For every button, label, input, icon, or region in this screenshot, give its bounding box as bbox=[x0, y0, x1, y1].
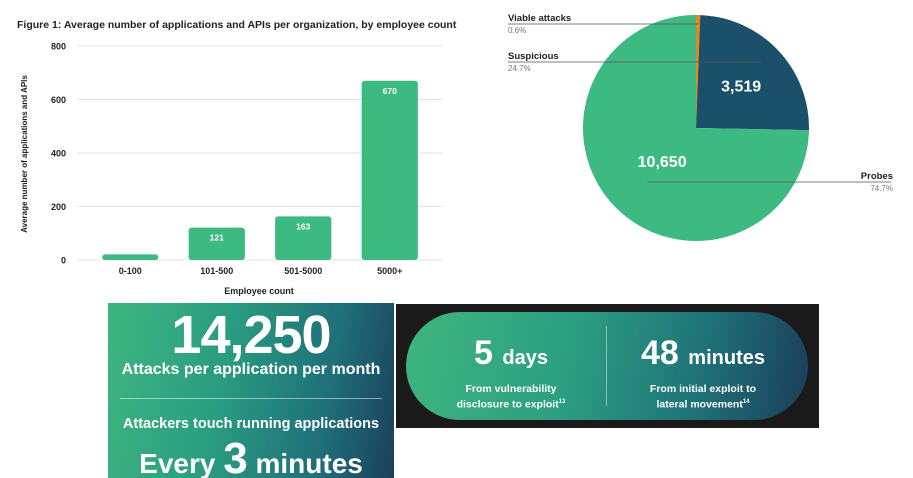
x-tick-label: 101-500 bbox=[200, 266, 233, 276]
bar-chart-x-axis-label: Employee count bbox=[224, 286, 294, 296]
every-word: Every bbox=[139, 448, 216, 478]
bar-chart-x-ticks: 0-100 101-500 501-5000 5000+ bbox=[119, 266, 403, 276]
x-tick-label: 5000+ bbox=[377, 266, 402, 276]
pie-value-label: 3,519 bbox=[721, 78, 761, 95]
pie-slice bbox=[582, 15, 809, 241]
x-tick-label: 501-5000 bbox=[284, 266, 322, 276]
time-stat-card: 5 days From vulnerability disclosure to … bbox=[396, 304, 819, 428]
lateral-time-unit: minutes bbox=[688, 347, 765, 369]
footnote-13: 13 bbox=[558, 399, 566, 405]
bar bbox=[275, 216, 332, 260]
pie-chart: 3,519 10,650 Viable attacks 0.6% Suspicious 2… bbox=[508, 13, 893, 241]
pie-percent-label: 24.7% bbox=[508, 64, 531, 73]
every-unit: minutes bbox=[255, 448, 363, 478]
bar-chart-title: Figure 1: Average number of applications… bbox=[17, 19, 457, 31]
lateral-time-description: From initial exploit to lateral movement… bbox=[608, 383, 798, 412]
y-tick-label: 600 bbox=[51, 95, 66, 105]
bar-value-label: 670 bbox=[383, 86, 397, 96]
y-tick-label: 0 bbox=[61, 256, 66, 266]
bar-chart: Figure 1: Average number of applications… bbox=[17, 19, 457, 296]
attacks-caption: Attacks per application per month bbox=[121, 361, 381, 378]
pie-percent-label: 0.6% bbox=[508, 26, 526, 35]
x-tick-label: 0-100 bbox=[119, 266, 142, 276]
exploit-time-description: From vulnerability disclosure to exploit… bbox=[416, 383, 606, 412]
lateral-time-stat: 48 minutes From initial exploit to later… bbox=[608, 334, 798, 412]
y-tick-label: 400 bbox=[51, 149, 66, 159]
time-stat-pill: 5 days From vulnerability disclosure to … bbox=[406, 312, 808, 420]
exploit-time-desc-line-1: From vulnerability bbox=[465, 383, 557, 395]
every-interval: Every 3 minutes bbox=[108, 437, 394, 478]
exploit-time-value: 5 days bbox=[416, 334, 606, 377]
pie-chart-slices bbox=[582, 15, 809, 241]
lateral-time-number: 48 bbox=[641, 334, 679, 372]
pill-divider bbox=[606, 326, 607, 406]
card-divider bbox=[120, 398, 382, 399]
exploit-time-unit: days bbox=[502, 347, 548, 369]
bar-value-label: 163 bbox=[296, 221, 310, 231]
y-tick-label: 800 bbox=[51, 42, 66, 52]
attacks-stat-card: 14,250 Attacks per application per month… bbox=[108, 303, 394, 478]
touch-caption: Attackers touch running applications bbox=[122, 416, 380, 432]
pie-slice bbox=[696, 15, 809, 131]
attacks-number: 14,250 bbox=[171, 305, 331, 365]
bar-chart-y-ticks: 0 200 400 600 800 bbox=[51, 42, 66, 266]
pie-category-label: Probes bbox=[861, 171, 893, 182]
pie-value-label: 10,650 bbox=[638, 154, 687, 171]
exploit-time-stat: 5 days From vulnerability disclosure to … bbox=[416, 334, 606, 412]
pie-category-label: Suspicious bbox=[508, 51, 559, 62]
bar-value-label: 121 bbox=[210, 233, 224, 243]
pie-category-label: Viable attacks bbox=[508, 13, 571, 24]
bar-value-label: 21 bbox=[126, 259, 136, 269]
bar bbox=[102, 254, 159, 260]
lateral-time-desc-line-2: lateral movement14 bbox=[656, 398, 750, 411]
bar-chart-bars: 21 121 163 670 bbox=[102, 80, 418, 269]
lateral-time-value: 48 minutes bbox=[608, 334, 798, 377]
footnote-14: 14 bbox=[742, 399, 750, 405]
bar bbox=[188, 227, 245, 260]
pie-slice bbox=[696, 15, 701, 128]
pie-percent-label: 74.7% bbox=[870, 184, 893, 193]
exploit-time-number: 5 bbox=[474, 334, 493, 372]
bar-chart-y-axis-label: Average number of applications and APIs bbox=[20, 75, 29, 233]
pie-chart-labels: 3,519 10,650 Viable attacks 0.6% Suspicious 2… bbox=[508, 13, 893, 193]
y-tick-label: 200 bbox=[51, 202, 66, 212]
exploit-time-desc-line-2: disclosure to exploit13 bbox=[456, 398, 566, 411]
bar bbox=[361, 80, 418, 261]
lateral-time-desc-line-1: From initial exploit to bbox=[649, 383, 757, 395]
every-number: 3 bbox=[223, 434, 248, 478]
